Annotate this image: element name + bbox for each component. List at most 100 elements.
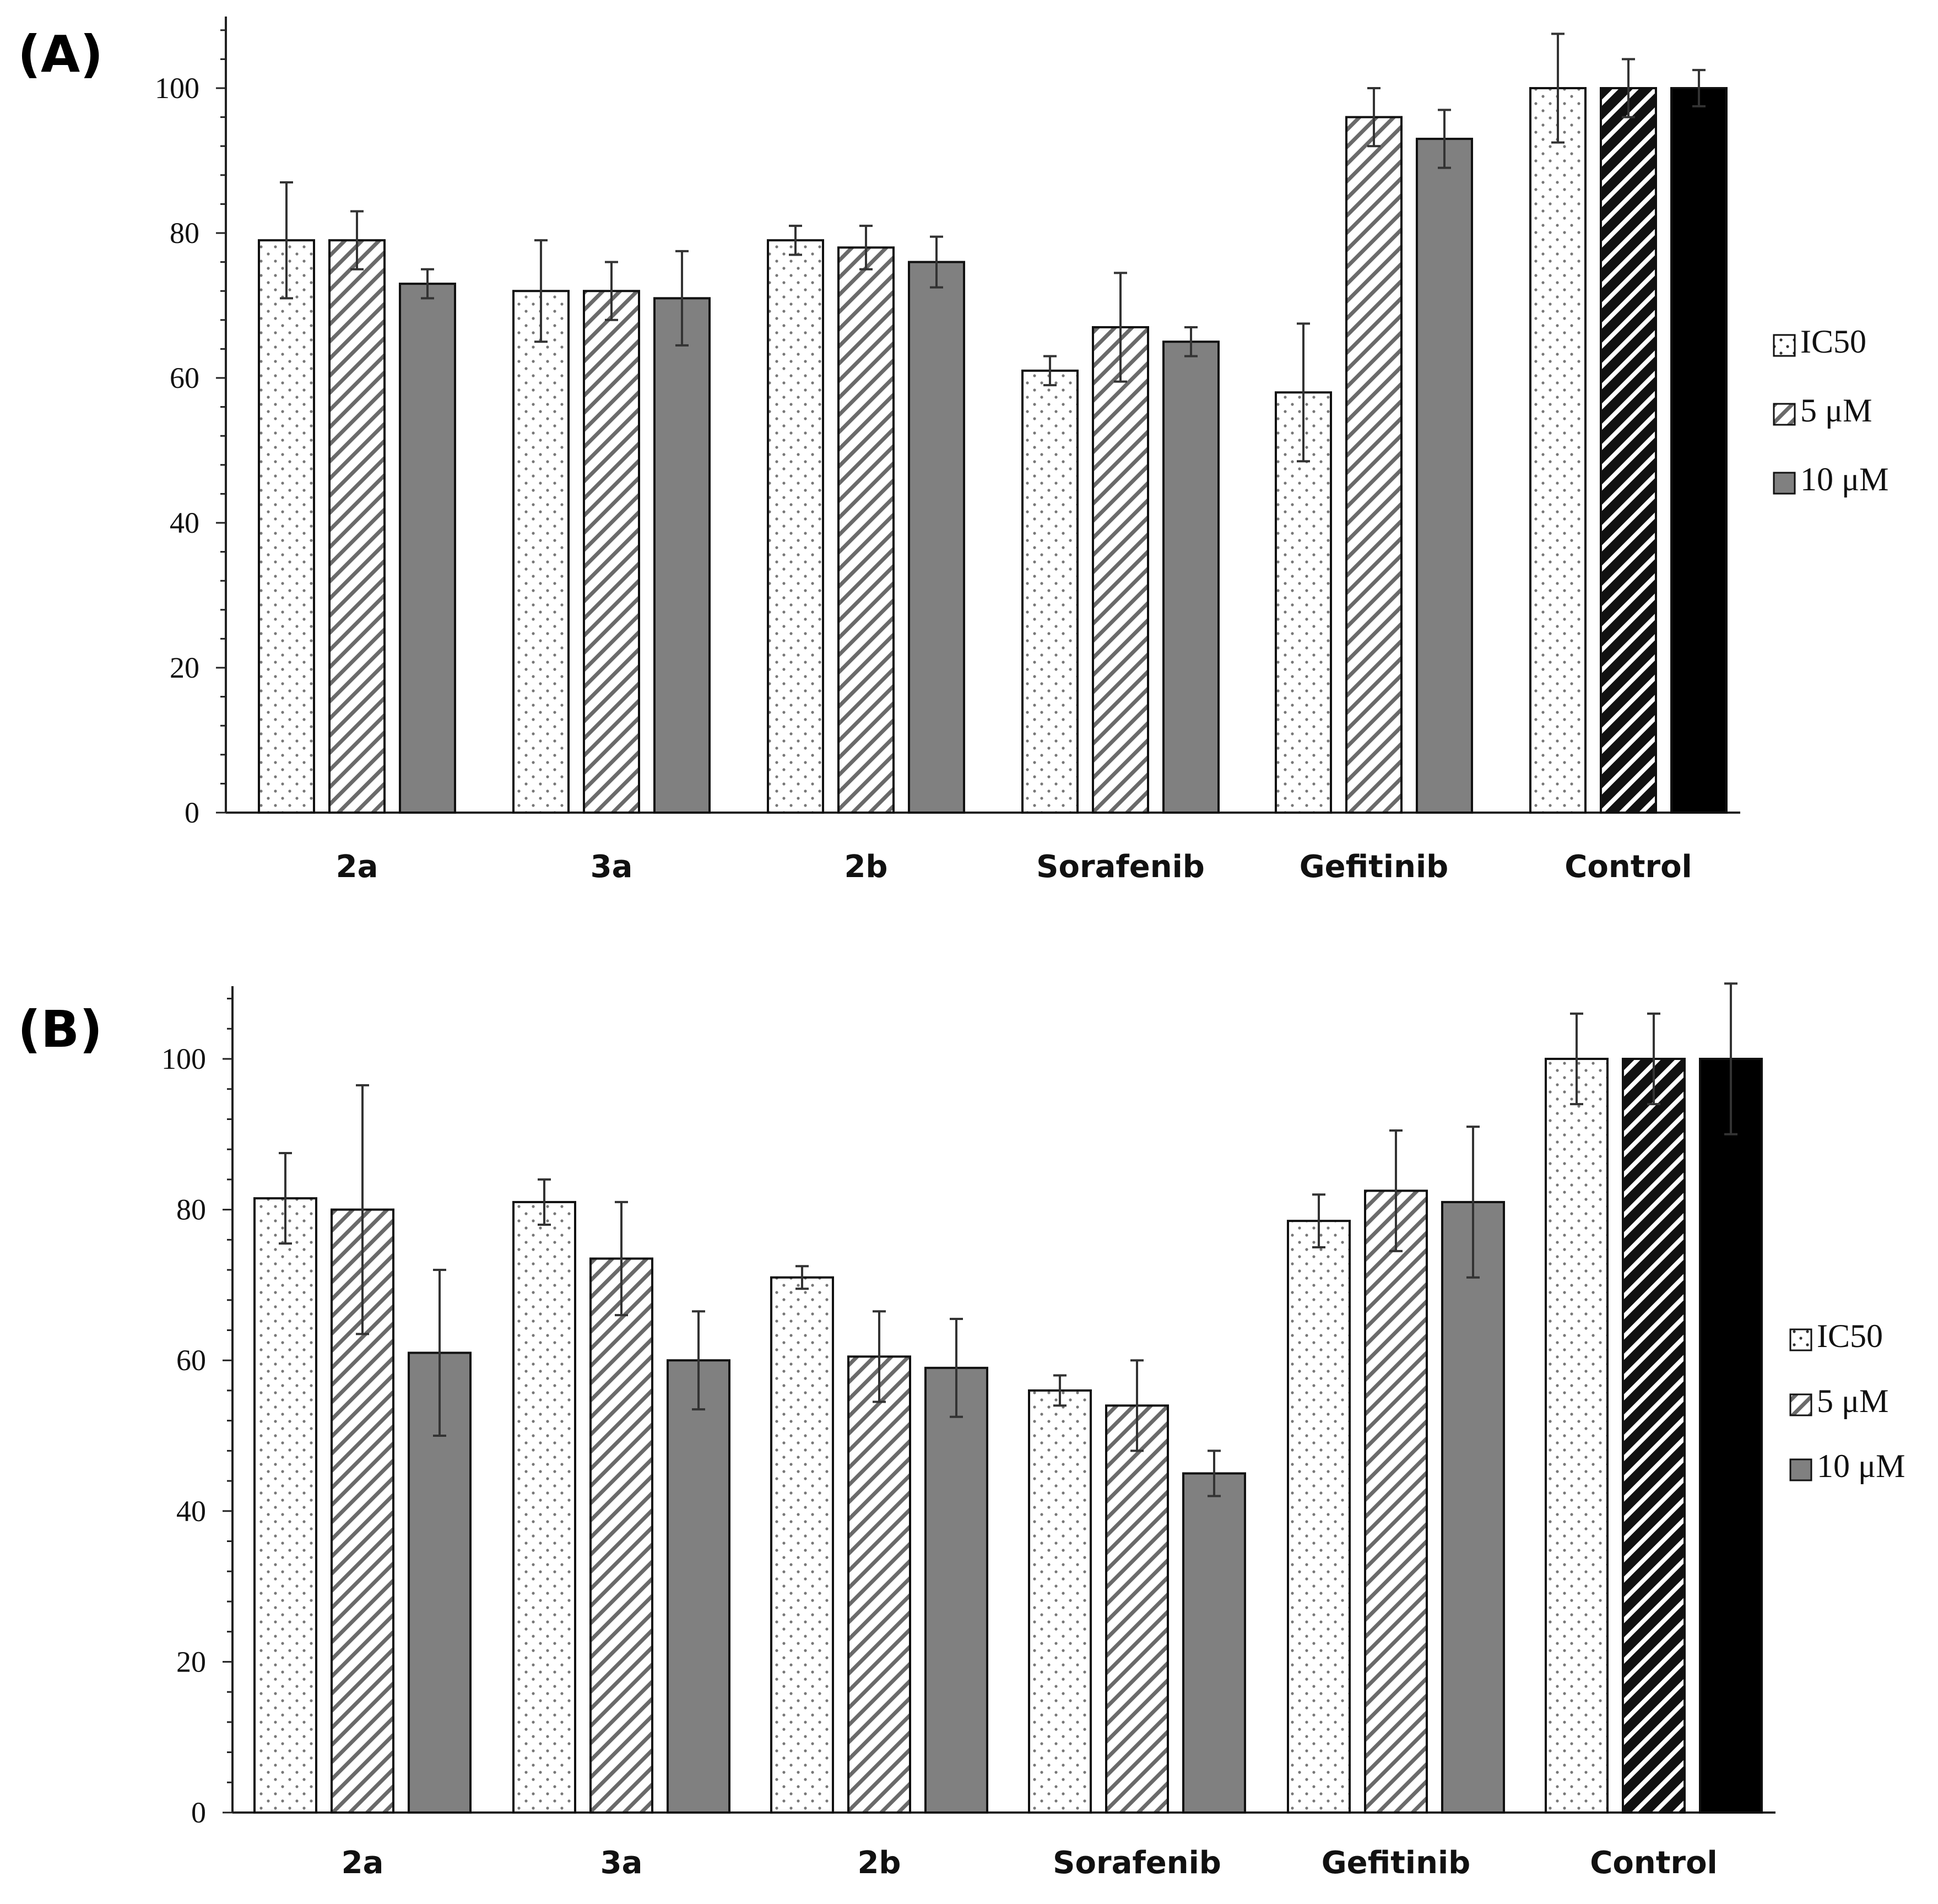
panel-b: (B) 0 20 40 60 80 100 2a 3a 2b Sorafenib Gefitini… bbox=[18, 982, 1905, 1881]
error-bar-gefitinib-1 bbox=[1367, 87, 1381, 148]
category-label: Control bbox=[1590, 1845, 1718, 1881]
legend-label: 5 μM bbox=[1817, 1383, 1889, 1419]
bar-control-2 bbox=[1670, 87, 1728, 814]
category-label: Gefitinib bbox=[1322, 1845, 1471, 1881]
panel-a-legend: IC50 5 μM 10 μM bbox=[1773, 323, 1889, 497]
error-bar-3a-1 bbox=[605, 261, 618, 321]
panel-a-axes: 0 20 40 60 80 100 bbox=[155, 17, 1740, 829]
legend-swatch bbox=[1789, 1458, 1812, 1481]
category-label: 2b bbox=[844, 849, 887, 885]
error-bar-sorafenib-1 bbox=[1114, 272, 1127, 383]
bar-control-1 bbox=[1622, 1058, 1686, 1814]
error-bar-control-1 bbox=[1622, 58, 1635, 118]
bar-gefitinib-0 bbox=[1275, 391, 1332, 814]
bar-sorafenib-0 bbox=[1028, 1389, 1092, 1814]
error-bar-2b-0 bbox=[795, 1265, 809, 1290]
error-bar-control-1 bbox=[1647, 1012, 1660, 1106]
error-bar-sorafenib-1 bbox=[1130, 1359, 1144, 1452]
bar-sorafenib-1 bbox=[1105, 1404, 1169, 1814]
category-label: Gefitinib bbox=[1300, 849, 1449, 885]
legend-label: 10 μM bbox=[1817, 1448, 1905, 1484]
bar-gefitinib-1 bbox=[1345, 116, 1403, 814]
bar-3a-1 bbox=[583, 290, 640, 814]
error-bar-3a-2 bbox=[692, 1310, 705, 1411]
error-bar-gefitinib-2 bbox=[1438, 109, 1451, 169]
bar-2a-1 bbox=[328, 239, 386, 814]
bar-3a-2 bbox=[653, 297, 711, 814]
error-bar-control-2 bbox=[1692, 69, 1706, 107]
bar-2b-2 bbox=[908, 261, 965, 814]
category-label: 2b bbox=[857, 1845, 901, 1881]
legend-label: IC50 bbox=[1800, 323, 1866, 360]
bar-2b-0 bbox=[770, 1276, 834, 1814]
y-tick-label: 80 bbox=[170, 217, 199, 250]
panel-b-legend: IC50 5 μM 10 μM bbox=[1789, 1318, 1905, 1484]
bar-2a-2 bbox=[399, 283, 456, 814]
bar-2b-1 bbox=[837, 246, 895, 814]
error-bar-2b-2 bbox=[950, 1317, 963, 1418]
error-bar-3a-0 bbox=[538, 1178, 551, 1226]
error-bar-sorafenib-0 bbox=[1053, 1374, 1067, 1407]
error-bar-2b-2 bbox=[930, 235, 943, 289]
error-bar-control-0 bbox=[1570, 1012, 1583, 1106]
panel-a-bars: 2a 3a 2b Sorafenib Gefitinib Control bbox=[258, 33, 1728, 885]
bar-3a-1 bbox=[589, 1257, 653, 1814]
y-tick-label: 20 bbox=[176, 1645, 206, 1678]
error-bar-2a-0 bbox=[280, 181, 293, 300]
bar-3a-2 bbox=[667, 1359, 730, 1814]
bar-control-1 bbox=[1600, 87, 1657, 814]
bar-gefitinib-0 bbox=[1287, 1220, 1351, 1814]
error-bar-2a-2 bbox=[433, 1269, 446, 1437]
error-bar-gefitinib-0 bbox=[1312, 1193, 1325, 1248]
error-bar-control-0 bbox=[1551, 33, 1565, 144]
y-tick-label: 60 bbox=[176, 1344, 206, 1377]
bar-2b-0 bbox=[767, 239, 824, 814]
bar-3a-0 bbox=[512, 290, 570, 814]
bar-sorafenib-2 bbox=[1162, 340, 1220, 814]
error-bar-2a-1 bbox=[356, 1084, 369, 1335]
y-tick-label: 40 bbox=[170, 506, 199, 539]
category-label: 3a bbox=[591, 849, 633, 885]
error-bar-gefitinib-1 bbox=[1389, 1129, 1403, 1252]
legend-swatch bbox=[1773, 472, 1796, 495]
bar-gefitinib-1 bbox=[1364, 1189, 1428, 1814]
category-label: 2a bbox=[336, 849, 378, 885]
y-tick-label: 100 bbox=[155, 72, 199, 105]
error-bar-3a-1 bbox=[615, 1200, 628, 1317]
y-tick-label: 100 bbox=[161, 1042, 206, 1075]
bar-2a-0 bbox=[258, 239, 315, 814]
y-tick-label: 0 bbox=[185, 796, 199, 829]
bar-sorafenib-1 bbox=[1092, 326, 1149, 814]
legend-swatch bbox=[1789, 1393, 1812, 1416]
error-bar-sorafenib-0 bbox=[1043, 355, 1057, 387]
y-tick-label: 80 bbox=[176, 1193, 206, 1226]
error-bar-gefitinib-2 bbox=[1466, 1126, 1480, 1279]
bar-control-2 bbox=[1699, 1058, 1763, 1814]
legend-label: IC50 bbox=[1817, 1318, 1883, 1354]
bar-control-0 bbox=[1529, 87, 1587, 814]
panel-b-label: (B) bbox=[18, 1000, 102, 1059]
error-bar-3a-2 bbox=[675, 250, 689, 347]
bar-2b-2 bbox=[924, 1366, 988, 1814]
error-bar-2b-1 bbox=[873, 1310, 886, 1403]
error-bar-3a-0 bbox=[534, 239, 548, 343]
error-bar-sorafenib-2 bbox=[1184, 326, 1198, 358]
error-bar-2a-0 bbox=[279, 1152, 292, 1245]
bar-sorafenib-0 bbox=[1021, 369, 1079, 814]
category-label: Sorafenib bbox=[1036, 849, 1205, 885]
legend-swatch bbox=[1773, 403, 1796, 426]
panel-a: (A) 0 20 40 60 80 100 2a 3a 2b Sorafenib Gefitini… bbox=[18, 17, 1889, 885]
bar-3a-0 bbox=[512, 1200, 576, 1814]
error-bar-2b-1 bbox=[859, 224, 873, 271]
y-tick-label: 20 bbox=[170, 651, 199, 684]
category-label: 2a bbox=[342, 1845, 384, 1881]
bar-2b-1 bbox=[847, 1355, 911, 1814]
panel-b-bars: 2a 3a 2b Sorafenib Gefitinib Control bbox=[253, 982, 1763, 1881]
error-bar-gefitinib-0 bbox=[1297, 322, 1310, 463]
category-label: Sorafenib bbox=[1053, 1845, 1221, 1881]
error-bar-sorafenib-2 bbox=[1208, 1449, 1221, 1497]
legend-label: 5 μM bbox=[1800, 392, 1872, 429]
bar-sorafenib-2 bbox=[1182, 1472, 1246, 1814]
legend-swatch bbox=[1773, 334, 1796, 357]
